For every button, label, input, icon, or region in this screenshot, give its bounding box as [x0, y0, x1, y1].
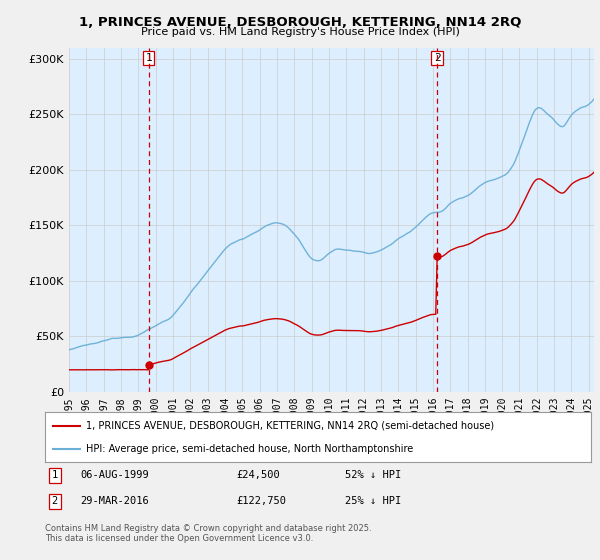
Text: 1: 1 — [52, 470, 58, 480]
Text: HPI: Average price, semi-detached house, North Northamptonshire: HPI: Average price, semi-detached house,… — [86, 445, 413, 454]
Text: 25% ↓ HPI: 25% ↓ HPI — [346, 497, 401, 506]
Text: Contains HM Land Registry data © Crown copyright and database right 2025.
This d: Contains HM Land Registry data © Crown c… — [45, 524, 371, 543]
Text: 29-MAR-2016: 29-MAR-2016 — [80, 497, 149, 506]
Text: 52% ↓ HPI: 52% ↓ HPI — [346, 470, 401, 480]
Text: £24,500: £24,500 — [236, 470, 280, 480]
Text: 2: 2 — [434, 53, 440, 63]
Text: 2: 2 — [52, 497, 58, 506]
Text: £122,750: £122,750 — [236, 497, 286, 506]
Text: Price paid vs. HM Land Registry's House Price Index (HPI): Price paid vs. HM Land Registry's House … — [140, 27, 460, 37]
Text: 1, PRINCES AVENUE, DESBOROUGH, KETTERING, NN14 2RQ: 1, PRINCES AVENUE, DESBOROUGH, KETTERING… — [79, 16, 521, 29]
Text: 1, PRINCES AVENUE, DESBOROUGH, KETTERING, NN14 2RQ (semi-detached house): 1, PRINCES AVENUE, DESBOROUGH, KETTERING… — [86, 421, 494, 431]
Text: 06-AUG-1999: 06-AUG-1999 — [80, 470, 149, 480]
Text: 1: 1 — [145, 53, 152, 63]
